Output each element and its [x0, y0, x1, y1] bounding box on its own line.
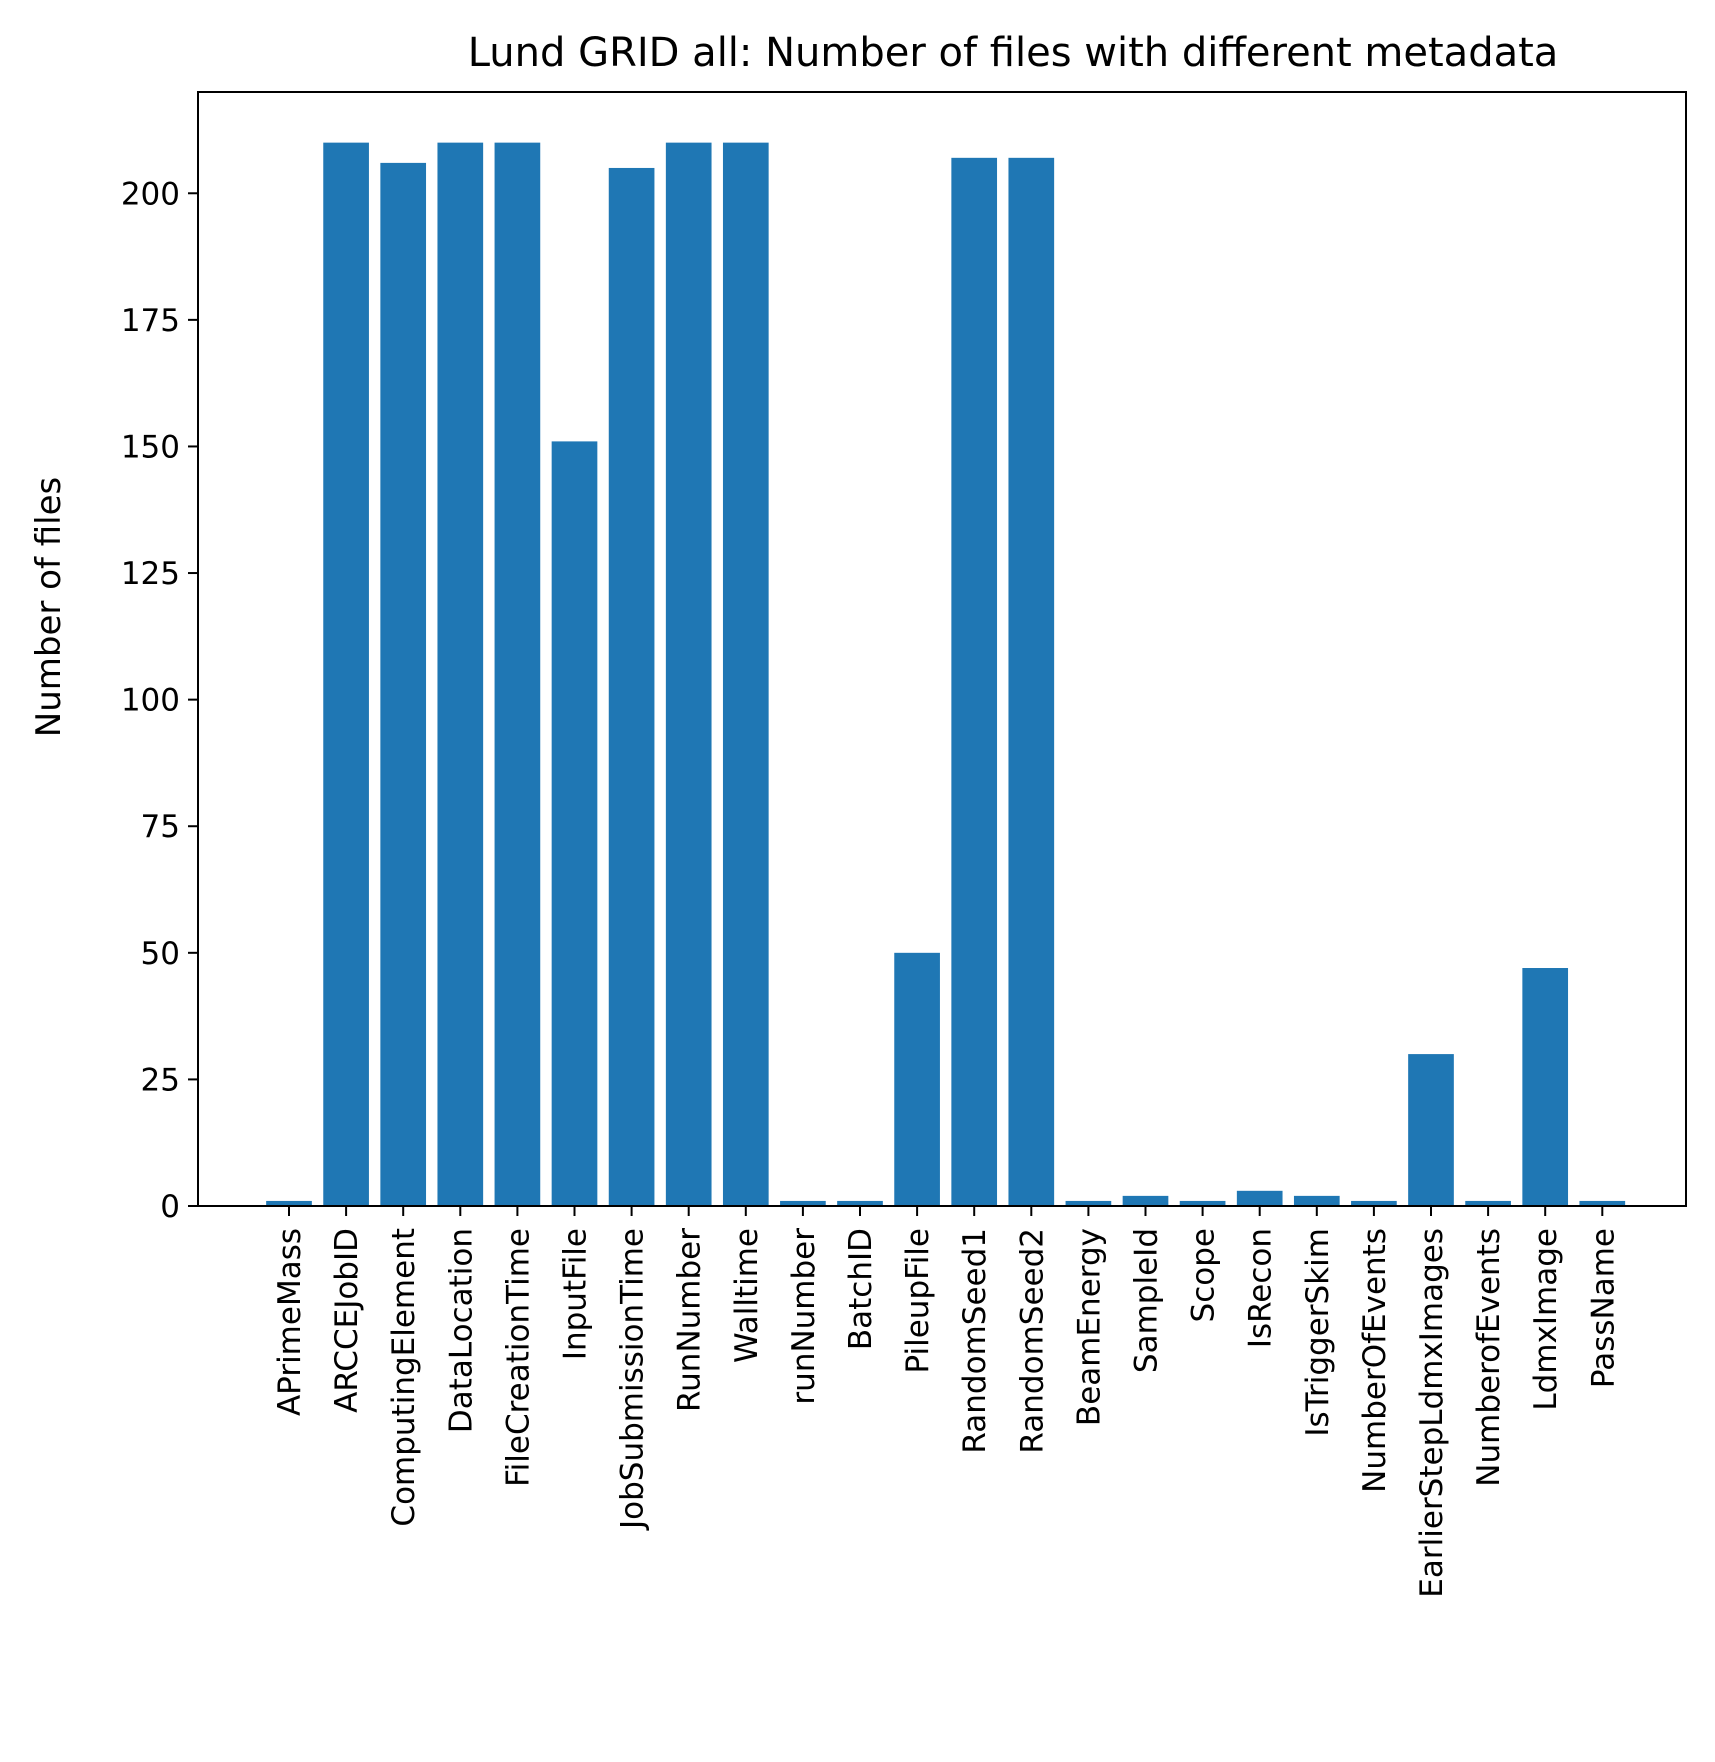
x-tick-label: NumberOfEvents — [1357, 1228, 1393, 1493]
chart-title: Lund GRID all: Number of files with diff… — [468, 30, 1559, 76]
x-tick-label: LdmxImage — [1528, 1228, 1564, 1411]
x-tick-label: Walltime — [729, 1228, 765, 1363]
x-tick-label: RandomSeed2 — [1014, 1228, 1050, 1454]
bar — [1179, 1200, 1226, 1206]
bar — [494, 142, 541, 1207]
y-tick-label: 25 — [141, 1062, 180, 1098]
bar — [780, 1200, 826, 1206]
bar — [266, 1200, 312, 1206]
x-tick-label: RunNumber — [672, 1228, 708, 1412]
bar — [1351, 1200, 1397, 1206]
y-tick-label: 175 — [121, 303, 180, 339]
bar-series — [266, 142, 1626, 1207]
y-tick-label: 200 — [121, 176, 180, 212]
bar — [323, 142, 369, 1207]
x-tick-label: BatchID — [843, 1228, 879, 1350]
x-tick-label: ARCCEJobID — [329, 1228, 365, 1413]
bar — [1522, 968, 1569, 1206]
plot-area-frame — [197, 91, 1687, 1207]
x-tick-label: EarlierStepLdmxImages — [1414, 1228, 1450, 1598]
bar — [1408, 1054, 1454, 1206]
x-tick-label: IsRecon — [1243, 1228, 1279, 1348]
x-tick-label: runNumber — [786, 1228, 822, 1405]
y-axis-label: Number of files — [29, 477, 69, 737]
x-tick-label: FileCreationTime — [500, 1228, 536, 1487]
x-tick-label: APrimeMass — [272, 1228, 308, 1416]
y-tick-label: 150 — [121, 429, 180, 465]
bar — [722, 142, 769, 1207]
x-tick-label: DataLocation — [443, 1228, 479, 1433]
x-tick-label: JobSubmissionTime — [615, 1228, 651, 1531]
y-tick-label: 100 — [121, 683, 180, 719]
x-axis-ticks: APrimeMass ARCCEJobID ComputingElement Data… — [272, 1206, 1621, 1598]
x-tick-label: IsTriggerSkim — [1300, 1228, 1336, 1437]
y-tick-label: 125 — [121, 556, 180, 592]
bar — [1465, 1200, 1511, 1206]
y-axis-ticks: 0 25 50 75 100 125 150 175 200 — [121, 176, 198, 1225]
bar — [951, 157, 998, 1206]
bar — [1008, 157, 1055, 1206]
bar — [380, 162, 427, 1207]
y-tick-label: 75 — [141, 809, 180, 845]
x-tick-label: NumberofEvents — [1471, 1228, 1507, 1487]
bar — [608, 167, 655, 1206]
x-tick-label: SampleId — [1129, 1228, 1165, 1373]
x-tick-label: Scope — [1186, 1228, 1222, 1322]
y-tick-label: 0 — [160, 1189, 180, 1225]
x-tick-label: BeamEnergy — [1071, 1228, 1107, 1426]
x-tick-label: RandomSeed1 — [957, 1228, 993, 1454]
bar — [1236, 1190, 1283, 1206]
bar — [1579, 1200, 1626, 1206]
y-tick-label: 50 — [141, 936, 180, 972]
x-tick-label: PileupFile — [900, 1228, 936, 1374]
bar — [837, 1200, 883, 1206]
bar — [665, 142, 712, 1207]
bar — [894, 952, 940, 1206]
bar — [551, 441, 598, 1207]
x-tick-label: InputFile — [558, 1228, 594, 1360]
bar — [1065, 1200, 1112, 1206]
bar — [437, 142, 484, 1207]
x-tick-label: PassName — [1585, 1228, 1621, 1388]
bar — [1122, 1195, 1169, 1206]
x-tick-label: ComputingElement — [386, 1228, 422, 1527]
bar — [1293, 1195, 1340, 1206]
